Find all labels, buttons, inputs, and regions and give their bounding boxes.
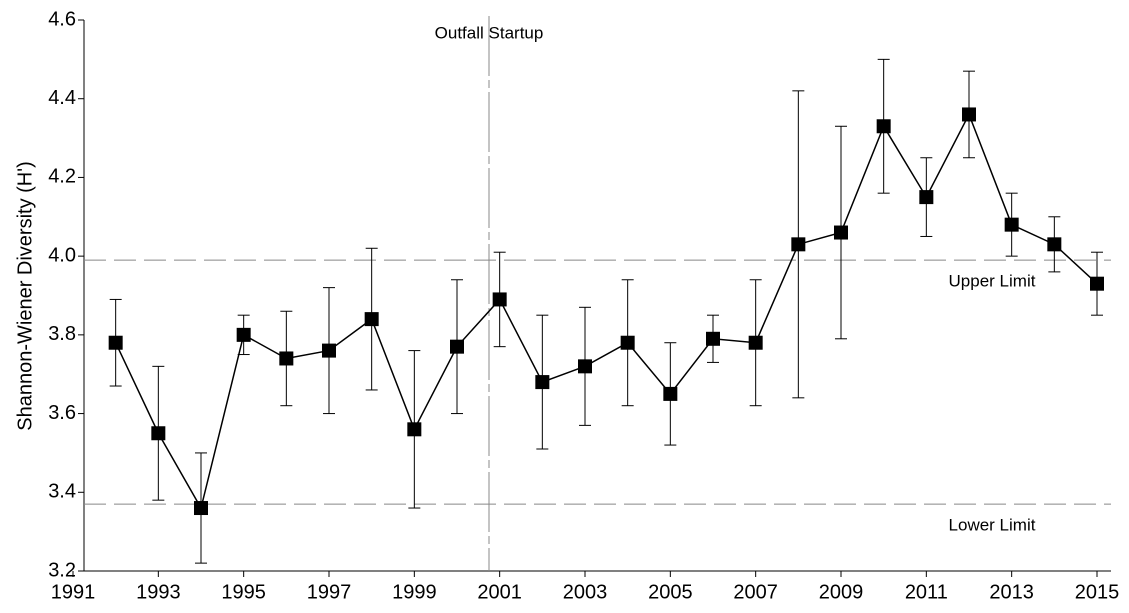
- marker: [1047, 237, 1062, 252]
- y-tick-label: 4.2: [48, 166, 76, 188]
- y-tick-label: 3.6: [48, 402, 76, 424]
- marker: [1090, 276, 1104, 291]
- x-tick-label: 1999: [392, 581, 437, 603]
- marker: [919, 190, 934, 205]
- marker: [492, 292, 507, 307]
- y-tick-label: 4.6: [48, 8, 76, 30]
- marker: [706, 331, 720, 346]
- reference-label: Upper Limit: [949, 272, 1036, 291]
- y-tick-label: 4.4: [48, 87, 76, 109]
- marker: [236, 327, 251, 342]
- y-axis-title: Shannon-Wiener Diversity (H'): [14, 161, 36, 430]
- x-tick-label: 2015: [1075, 581, 1120, 603]
- marker: [663, 386, 678, 401]
- marker: [1004, 217, 1019, 232]
- x-tick-label: 2011: [905, 581, 948, 603]
- series-line: [114, 112, 1098, 511]
- y-tick-label: 3.2: [48, 559, 76, 581]
- y-tick-label: 3.8: [48, 323, 76, 345]
- y-tick-label: 4.0: [48, 244, 76, 266]
- marker: [876, 119, 891, 134]
- marker: [364, 312, 379, 327]
- x-tick-label: 1993: [136, 581, 181, 603]
- marker: [535, 375, 550, 390]
- outfall-label: Outfall Startup: [435, 23, 544, 42]
- x-tick-label: 1995: [221, 581, 266, 603]
- marker: [791, 237, 806, 252]
- reference-label: Lower Limit: [949, 516, 1036, 535]
- marker: [279, 351, 294, 366]
- x-tick-label: 1997: [307, 581, 352, 603]
- x-tick-label: 2013: [989, 581, 1034, 603]
- marker: [108, 335, 123, 350]
- marker: [748, 335, 763, 350]
- marker: [322, 343, 336, 358]
- marker: [578, 359, 592, 374]
- y-tick-label: 3.4: [48, 481, 76, 503]
- marker: [450, 339, 464, 354]
- marker: [620, 335, 635, 350]
- x-tick-label: 2005: [648, 581, 693, 603]
- x-tick-label: 2009: [819, 581, 864, 603]
- marker: [962, 107, 976, 122]
- x-tick-label: 2001: [477, 581, 522, 603]
- x-tick-label: 2003: [563, 581, 608, 603]
- marker: [194, 501, 208, 516]
- marker: [407, 422, 422, 437]
- marker: [151, 426, 166, 441]
- x-tick-label: 2007: [733, 581, 778, 603]
- x-tick-label: 1991: [51, 581, 96, 603]
- marker: [834, 225, 848, 240]
